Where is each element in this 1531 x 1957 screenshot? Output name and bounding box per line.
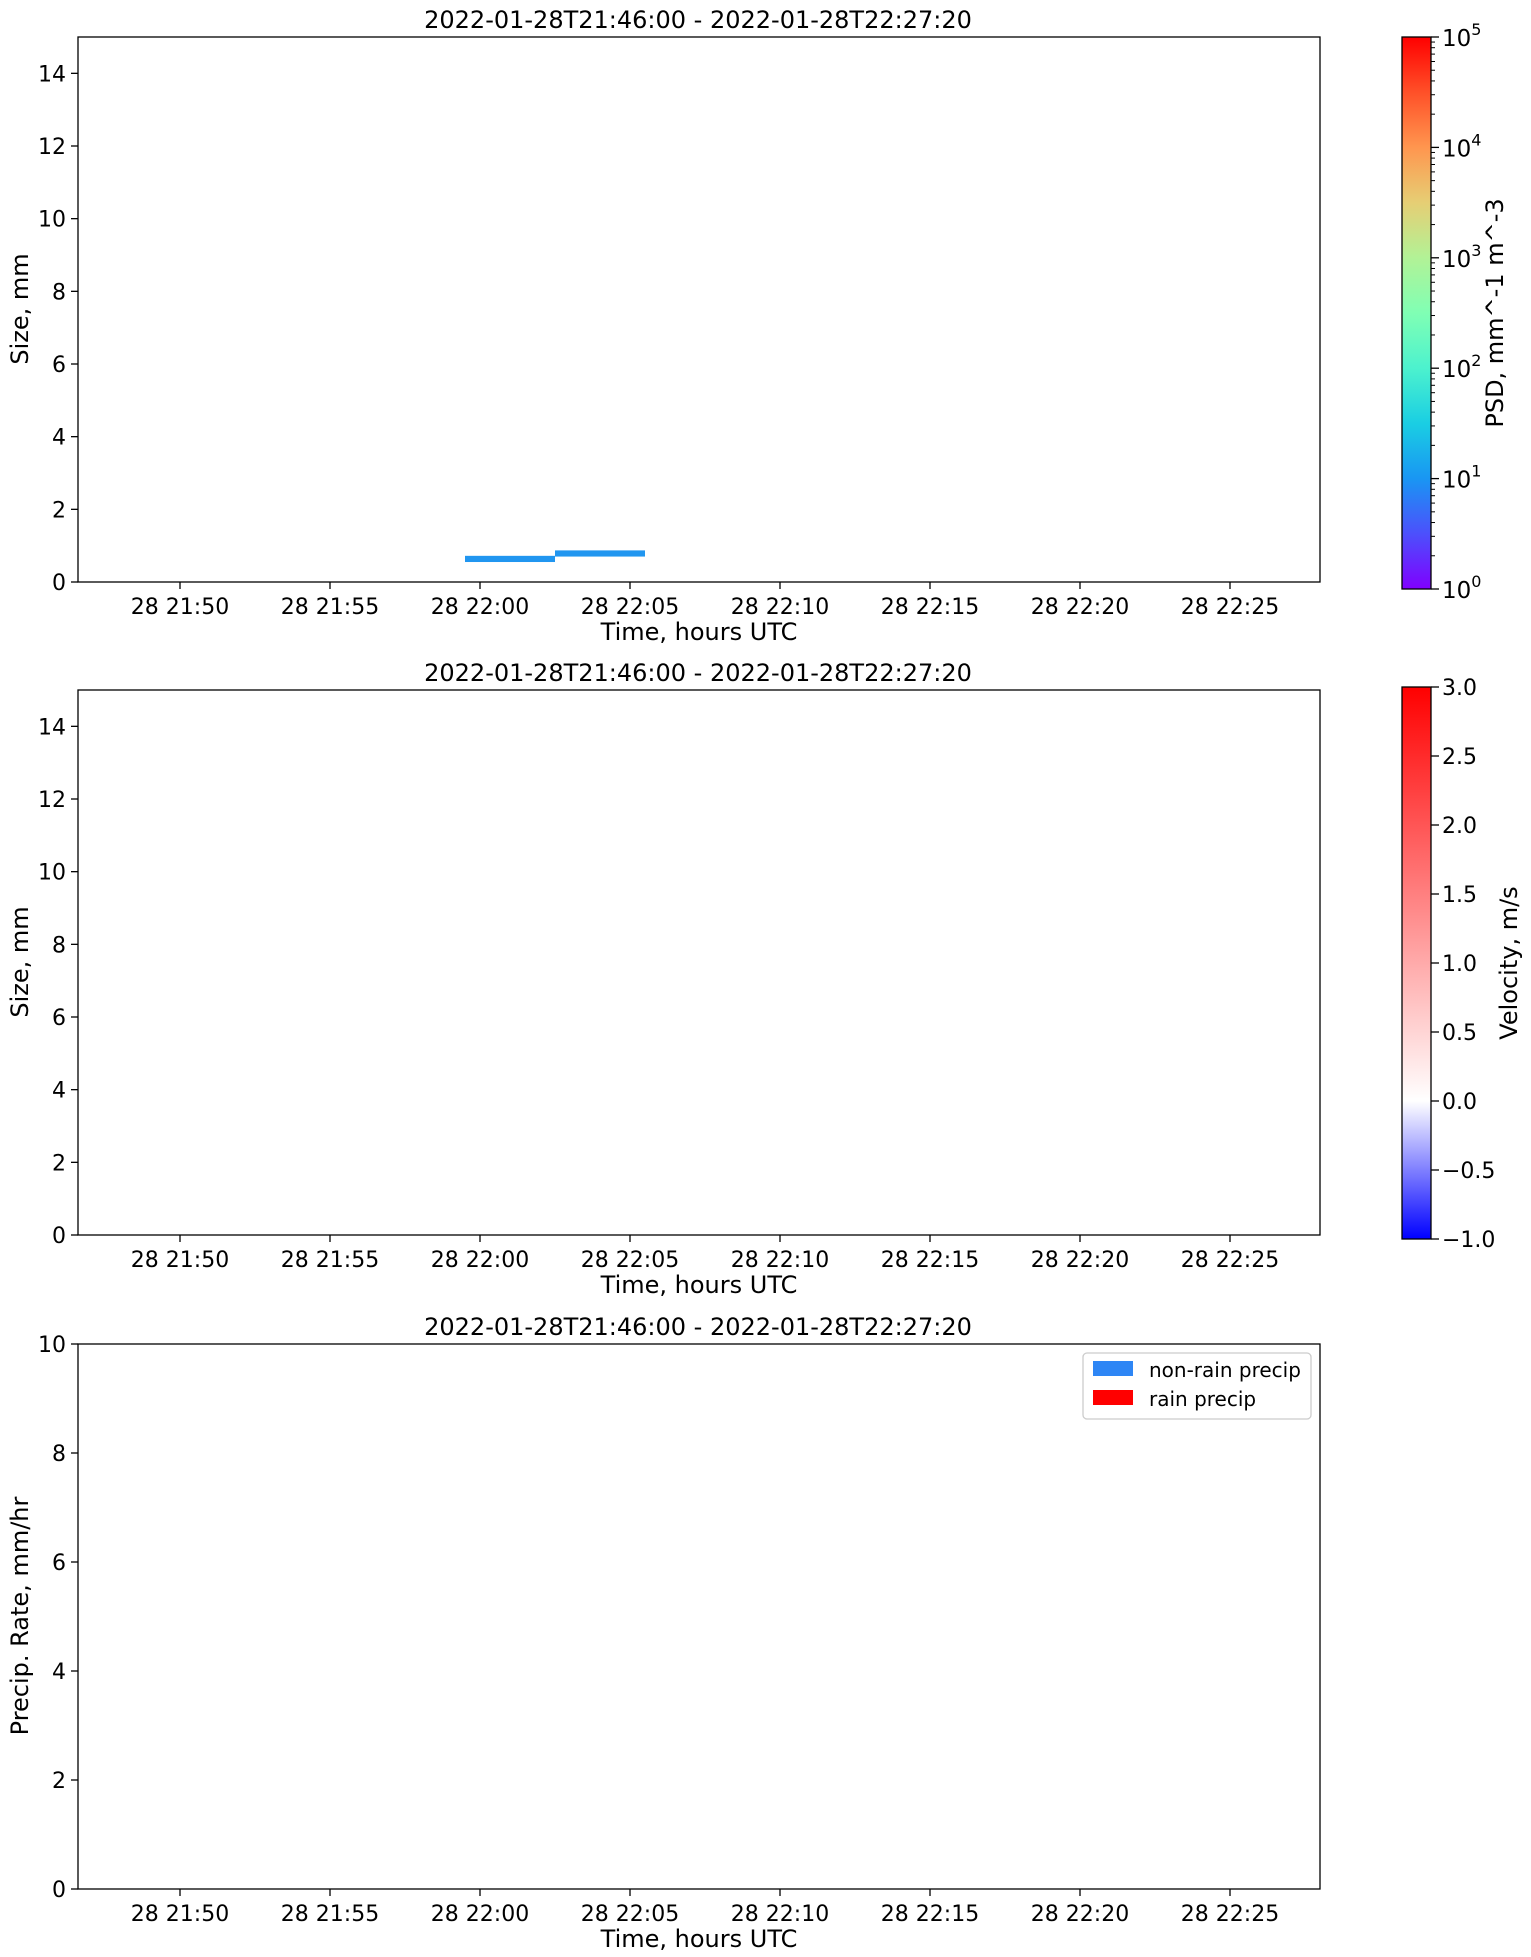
precip-x-axis-label: Time, hours UTC	[600, 1925, 798, 1953]
x-tick-label: 28 22:05	[581, 1902, 679, 1927]
x-tick-label: 28 21:55	[281, 1902, 379, 1927]
psd-colorbar-label: PSD, mm^-1 m^-3	[1481, 198, 1509, 427]
x-tick-label: 28 21:50	[131, 595, 229, 620]
x-tick-label: 28 22:10	[731, 1902, 829, 1927]
velocity-colorbar-label: Velocity, m/s	[1495, 886, 1523, 1039]
panel-velocity: 2022-01-28T21:46:00 - 2022-01-28T22:27:2…	[6, 659, 1523, 1299]
colorbar-tick-label: 0.0	[1442, 1090, 1477, 1115]
psd-colorbar	[1401, 36, 1432, 590]
precip-y-axis-label: Precip. Rate, mm/hr	[6, 1497, 34, 1736]
psd-y-axis-label: Size, mm	[6, 253, 34, 364]
velocity-x-ticks: 28 21:50 28 21:55 28 22:00 28 22:05 28 22:10…	[131, 1235, 1279, 1273]
y-tick-label: 14	[38, 715, 66, 740]
y-tick-label: 0	[52, 571, 66, 596]
legend-frame	[1082, 1352, 1312, 1420]
y-tick-label: 14	[38, 62, 66, 87]
y-tick-label: 6	[52, 353, 66, 378]
colorbar-tick-label: 0.5	[1442, 1021, 1477, 1046]
velocity-plot-frame	[77, 689, 1321, 1236]
y-tick-label: 12	[38, 135, 66, 160]
panel-psd-title: 2022-01-28T21:46:00 - 2022-01-28T22:27:2…	[424, 6, 972, 34]
psd-colorbar-ticks: 100 101 102 103 104 105	[1431, 20, 1481, 604]
colorbar-tick-label: 103	[1442, 241, 1481, 273]
precip-x-ticks: 28 21:50 28 21:55 28 22:00 28 22:05 28 22:10…	[131, 1889, 1279, 1927]
y-tick-label: 4	[52, 1079, 66, 1104]
legend-swatch-non-rain	[1093, 1361, 1133, 1376]
colorbar-tick-label: −1.0	[1442, 1228, 1495, 1253]
x-tick-label: 28 22:25	[1181, 595, 1279, 620]
x-tick-label: 28 21:55	[281, 595, 379, 620]
colorbar-tick-label: 105	[1442, 20, 1481, 52]
colorbar-tick-label: 1.0	[1442, 952, 1477, 977]
y-tick-label: 12	[38, 788, 66, 813]
x-tick-label: 28 22:00	[431, 1902, 529, 1927]
colorbar-tick-label: 101	[1442, 462, 1481, 494]
x-tick-label: 28 22:15	[881, 595, 979, 620]
colorbar-tick-label: 2.0	[1442, 814, 1477, 839]
x-tick-label: 28 22:10	[731, 595, 829, 620]
precip-plot-frame	[77, 1343, 1321, 1890]
colorbar-tick-label: 2.5	[1442, 745, 1477, 770]
y-tick-label: 2	[52, 1151, 66, 1176]
x-tick-label: 28 22:00	[431, 1248, 529, 1273]
velocity-y-axis-label: Size, mm	[6, 906, 34, 1017]
heatmap-cell	[465, 555, 555, 563]
precip-y-ticks: 0 2 4 6 8 10	[38, 1333, 78, 1903]
psd-plot-frame	[77, 36, 1321, 583]
velocity-y-ticks: 0 2 4 6 8 10 12 14	[38, 715, 78, 1249]
velocity-x-axis-label: Time, hours UTC	[600, 1271, 798, 1299]
y-tick-label: 0	[52, 1224, 66, 1249]
x-tick-label: 28 22:05	[581, 595, 679, 620]
psd-y-ticks: 0 2 4 6 8 10 12 14	[38, 62, 78, 596]
y-tick-label: 2	[52, 1769, 66, 1794]
precip-legend: non-rain precip rain precip	[1082, 1352, 1312, 1420]
velocity-colorbar	[1401, 686, 1432, 1240]
psd-x-axis-label: Time, hours UTC	[600, 618, 798, 646]
psd-x-ticks: 28 21:50 28 21:55 28 22:00 28 22:05 28 22:10…	[131, 582, 1279, 620]
y-tick-label: 10	[38, 861, 66, 886]
x-tick-label: 28 22:25	[1181, 1902, 1279, 1927]
x-tick-label: 28 21:50	[131, 1248, 229, 1273]
y-tick-label: 8	[52, 933, 66, 958]
x-tick-label: 28 22:15	[881, 1248, 979, 1273]
colorbar-tick-label: 1.5	[1442, 883, 1477, 908]
x-tick-label: 28 21:50	[131, 1902, 229, 1927]
x-tick-label: 28 22:25	[1181, 1248, 1279, 1273]
colorbar-tick-label: 3.0	[1442, 676, 1477, 701]
y-tick-label: 4	[52, 426, 66, 451]
colorbar-tick-label: 100	[1442, 572, 1481, 604]
x-tick-label: 28 22:05	[581, 1248, 679, 1273]
x-tick-label: 28 22:10	[731, 1248, 829, 1273]
y-tick-label: 10	[38, 1333, 66, 1358]
y-tick-label: 4	[52, 1660, 66, 1685]
legend-swatch-rain	[1093, 1390, 1133, 1405]
panel-precip-rate: 2022-01-28T21:46:00 - 2022-01-28T22:27:2…	[6, 1313, 1321, 1953]
x-tick-label: 28 22:20	[1031, 595, 1129, 620]
panel-precip-title: 2022-01-28T21:46:00 - 2022-01-28T22:27:2…	[424, 1313, 972, 1341]
y-tick-label: 8	[52, 280, 66, 305]
x-tick-label: 28 22:20	[1031, 1248, 1129, 1273]
velocity-colorbar-ticks: −1.0 −0.5 0.0 0.5 1.0 1.5 2.0 2.5 3.0	[1431, 676, 1495, 1253]
legend-label-non-rain: non-rain precip	[1149, 1358, 1301, 1382]
y-tick-label: 2	[52, 498, 66, 523]
panel-velocity-title: 2022-01-28T21:46:00 - 2022-01-28T22:27:2…	[424, 659, 972, 687]
colorbar-tick-label: 102	[1442, 351, 1481, 383]
x-tick-label: 28 22:20	[1031, 1902, 1129, 1927]
legend-label-rain: rain precip	[1149, 1387, 1256, 1411]
panel-psd: 2022-01-28T21:46:00 - 2022-01-28T22:27:2…	[6, 6, 1509, 646]
y-tick-label: 6	[52, 1006, 66, 1031]
colorbar-tick-label: −0.5	[1442, 1159, 1495, 1184]
colorbar-tick-label: 104	[1442, 130, 1481, 162]
heatmap-cell	[555, 550, 645, 557]
y-tick-label: 0	[52, 1878, 66, 1903]
y-tick-label: 6	[52, 1551, 66, 1576]
x-tick-label: 28 21:55	[281, 1248, 379, 1273]
x-tick-label: 28 22:15	[881, 1902, 979, 1927]
y-tick-label: 8	[52, 1442, 66, 1467]
y-tick-label: 10	[38, 208, 66, 233]
x-tick-label: 28 22:00	[431, 595, 529, 620]
psd-cells	[465, 550, 645, 563]
